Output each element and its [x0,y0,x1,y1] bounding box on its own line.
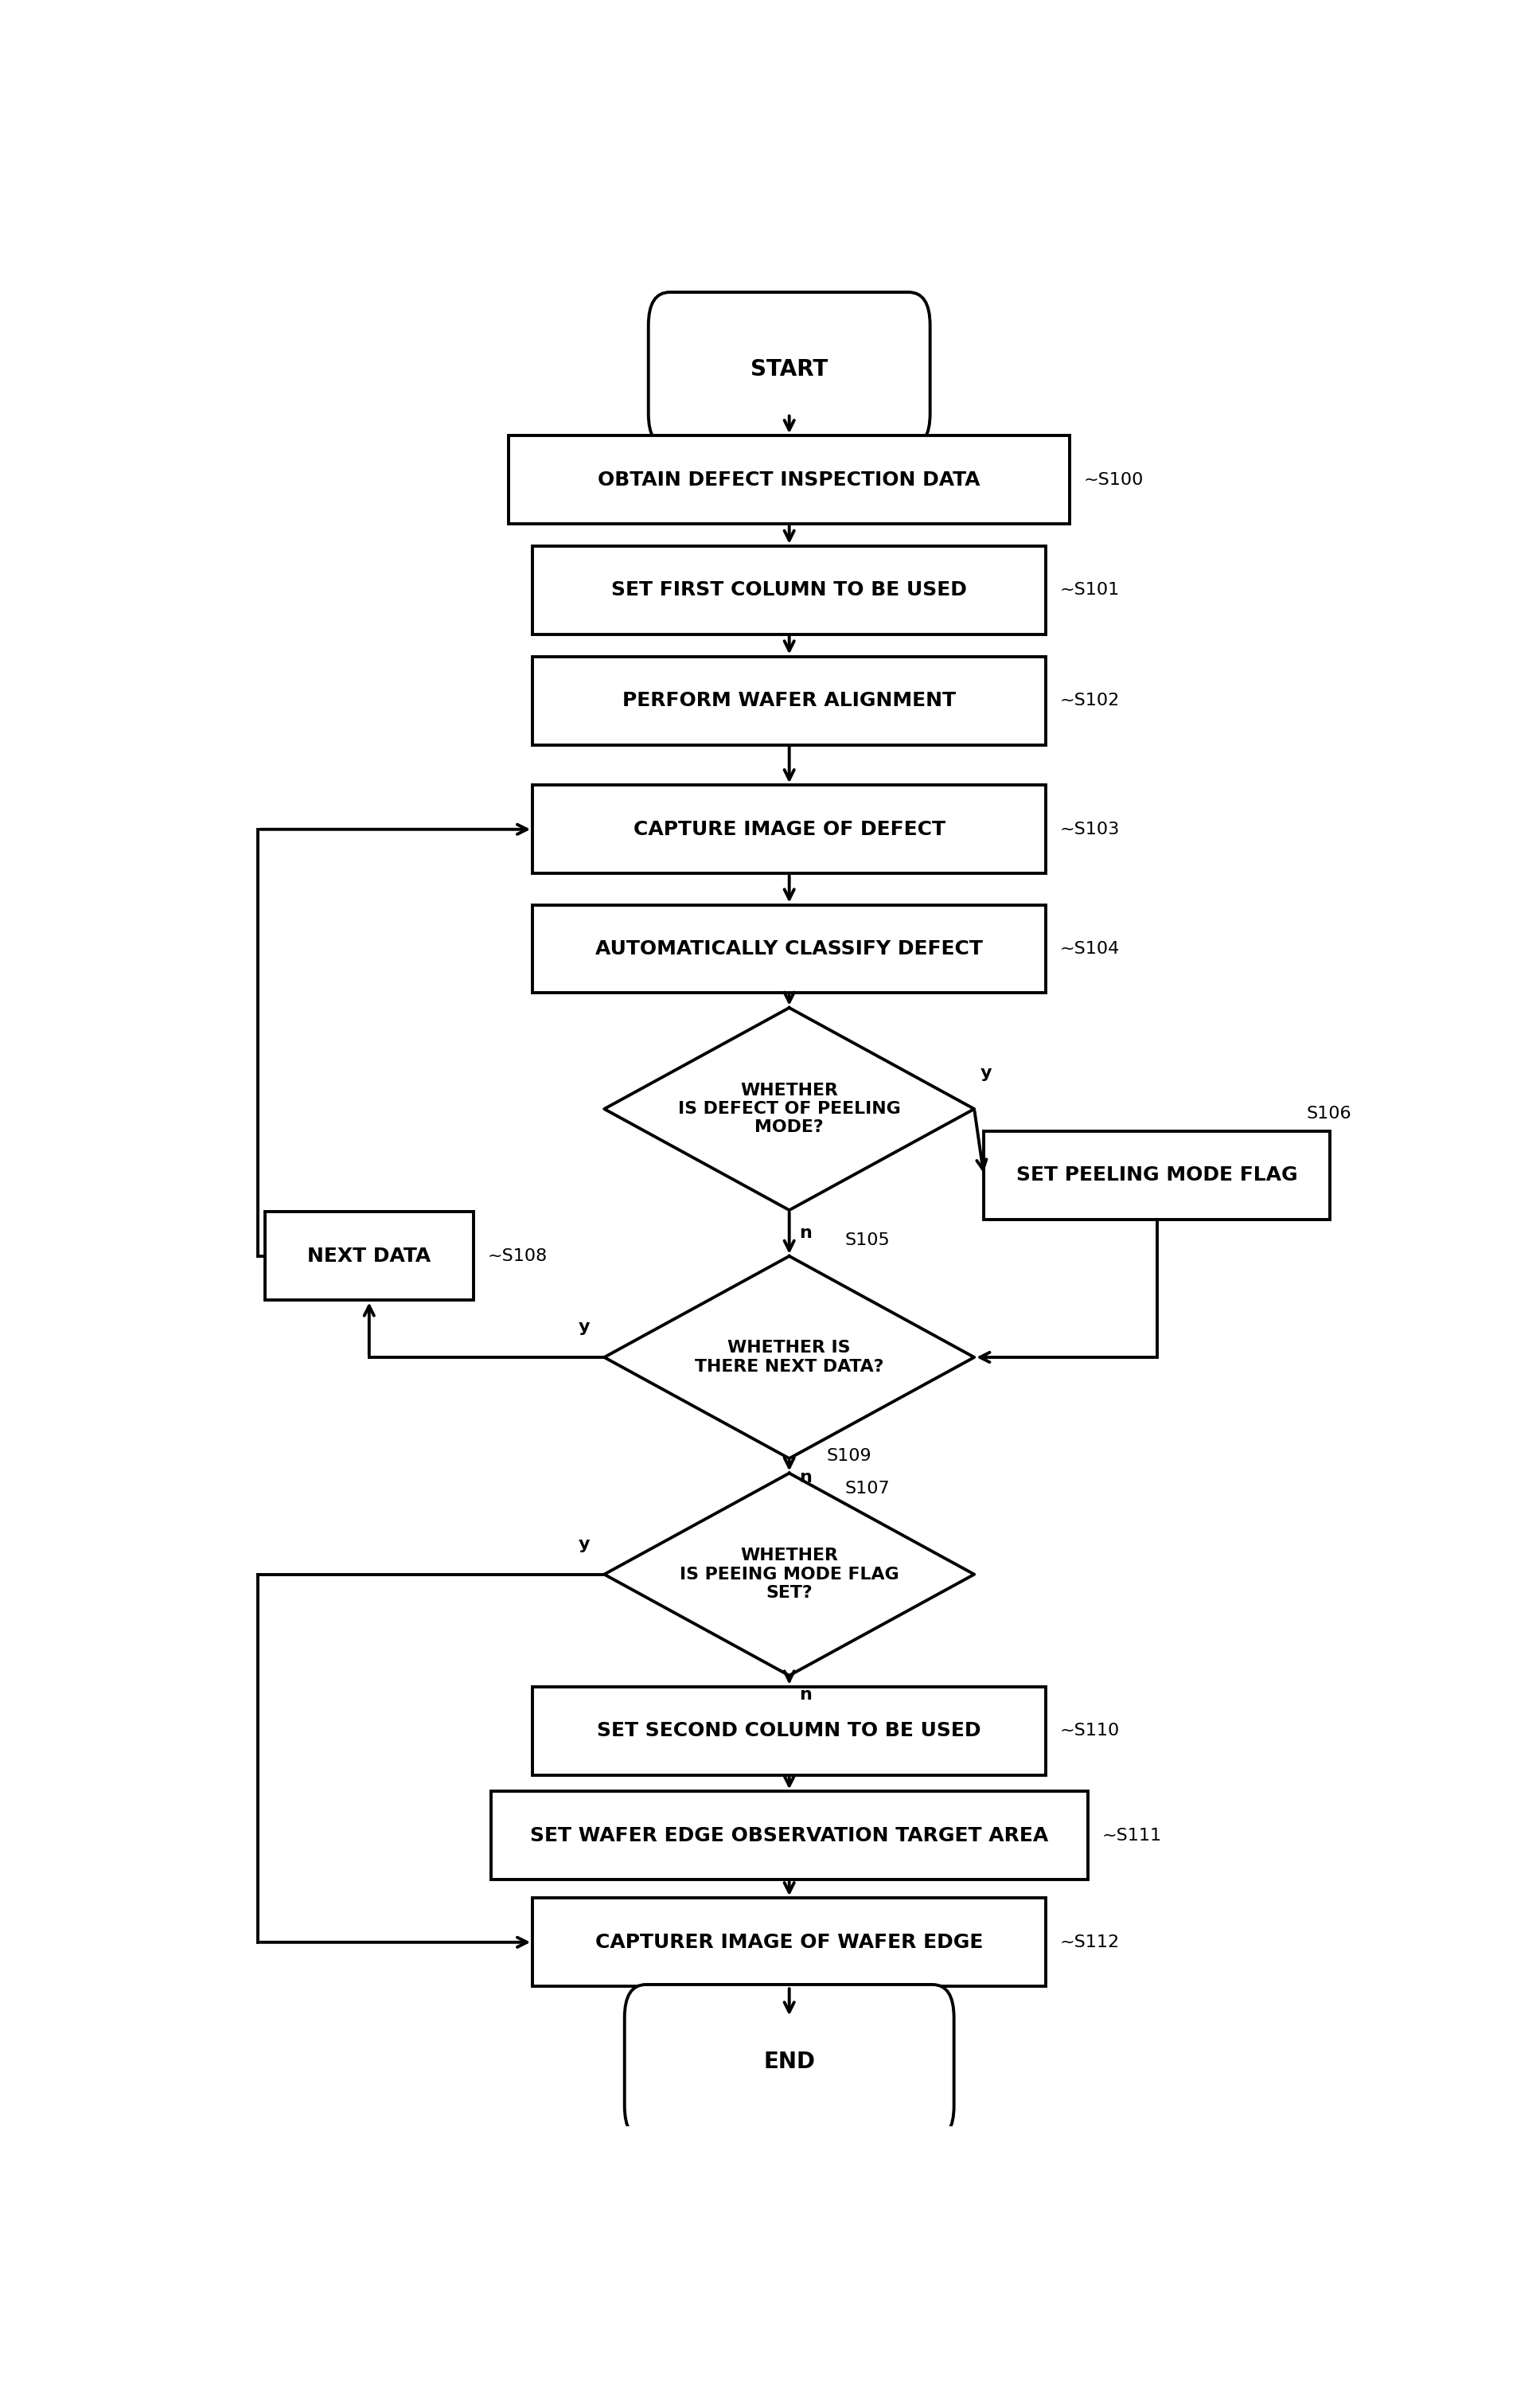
Text: ~S102: ~S102 [1060,693,1120,710]
Text: ~S110: ~S110 [1060,1722,1120,1739]
Text: y: y [579,1319,590,1335]
Bar [491,1792,1087,1880]
Text: ~S111: ~S111 [1103,1828,1161,1844]
Text: n: n [799,1687,812,1703]
Bar [984,1130,1331,1218]
Text: ~S108: ~S108 [488,1247,548,1264]
Text: SET WAFER EDGE OBSERVATION TARGET AREA: SET WAFER EDGE OBSERVATION TARGET AREA [530,1825,1049,1844]
Bar [533,905,1046,994]
Text: END: END [764,2050,815,2074]
Text: SET SECOND COLUMN TO BE USED: SET SECOND COLUMN TO BE USED [598,1720,981,1739]
Bar [533,547,1046,635]
Polygon shape [604,1257,975,1457]
Bar [533,1899,1046,1985]
Text: NEXT DATA: NEXT DATA [308,1247,431,1266]
Text: AUTOMATICALLY CLASSIFY DEFECT: AUTOMATICALLY CLASSIFY DEFECT [596,939,983,958]
Text: ~S100: ~S100 [1084,473,1144,487]
Text: S105: S105 [845,1233,890,1247]
Bar [533,786,1046,874]
Text: SET PEELING MODE FLAG: SET PEELING MODE FLAG [1016,1166,1298,1185]
Text: WHETHER
IS PEEING MODE FLAG
SET?: WHETHER IS PEEING MODE FLAG SET? [679,1548,899,1601]
Text: START: START [750,358,829,380]
Bar [533,1687,1046,1775]
Text: ~S104: ~S104 [1060,941,1120,958]
Text: ~S103: ~S103 [1060,822,1120,836]
Text: SET FIRST COLUMN TO BE USED: SET FIRST COLUMN TO BE USED [611,581,967,600]
Text: PERFORM WAFER ALIGNMENT: PERFORM WAFER ALIGNMENT [622,690,956,710]
Text: ~S112: ~S112 [1060,1935,1120,1949]
Text: ~S101: ~S101 [1060,583,1120,597]
Text: n: n [799,1469,812,1486]
Bar [265,1211,474,1300]
Text: CAPTURE IMAGE OF DEFECT: CAPTURE IMAGE OF DEFECT [633,819,946,839]
Text: WHETHER
IS DEFECT OF PEELING
MODE?: WHETHER IS DEFECT OF PEELING MODE? [678,1082,901,1135]
Text: OBTAIN DEFECT INSPECTION DATA: OBTAIN DEFECT INSPECTION DATA [598,471,981,490]
Text: y: y [579,1536,590,1553]
Polygon shape [604,1474,975,1675]
Bar [508,435,1070,523]
Text: S109: S109 [827,1448,872,1464]
Text: n: n [799,1226,812,1240]
Text: WHETHER IS
THERE NEXT DATA?: WHETHER IS THERE NEXT DATA? [695,1340,884,1374]
Text: S107: S107 [845,1481,890,1496]
FancyBboxPatch shape [648,291,930,447]
FancyBboxPatch shape [625,1985,953,2138]
Polygon shape [604,1008,975,1211]
Bar [533,657,1046,745]
Text: CAPTURER IMAGE OF WAFER EDGE: CAPTURER IMAGE OF WAFER EDGE [596,1933,983,1952]
Text: S106: S106 [1306,1106,1351,1123]
Text: y: y [981,1065,992,1082]
